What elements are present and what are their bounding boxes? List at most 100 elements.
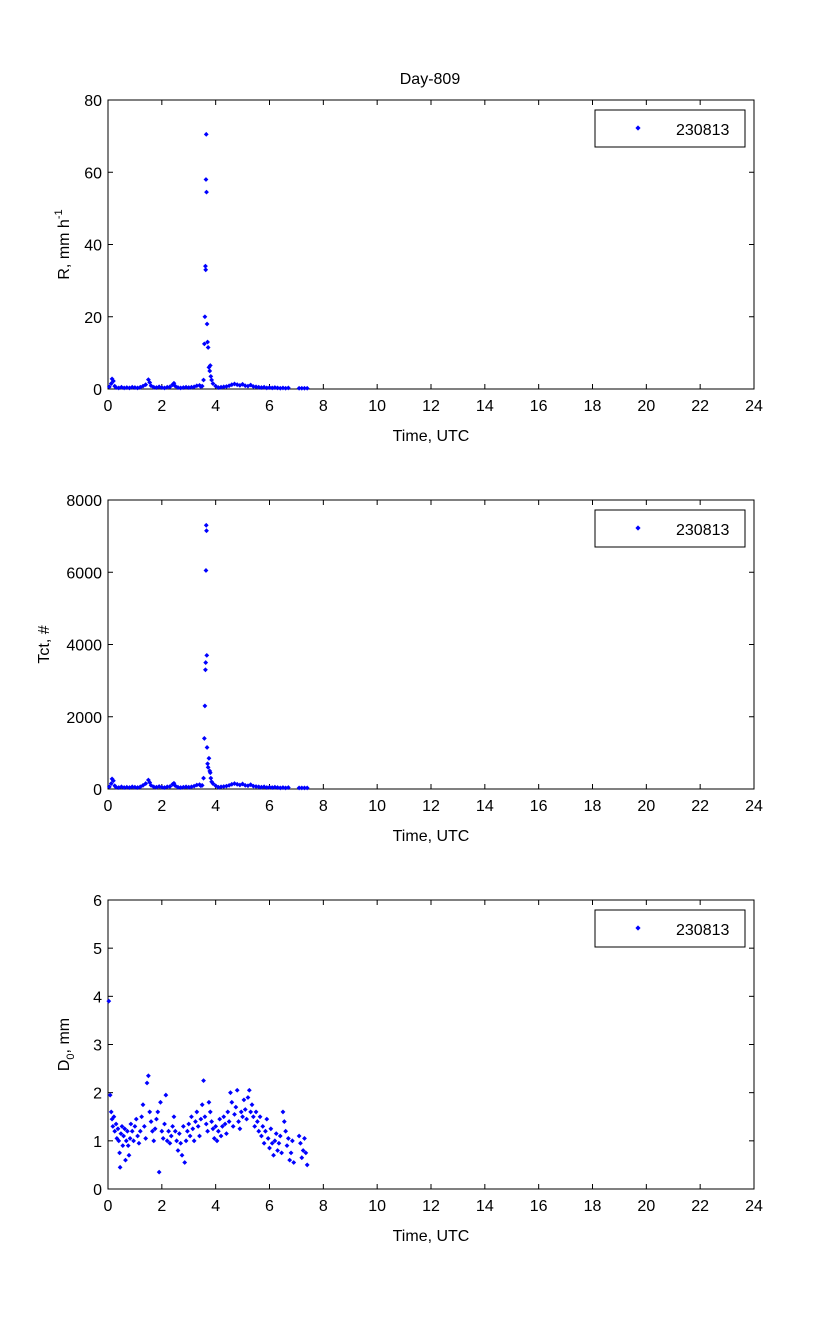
y-axis-label-unit: , mm xyxy=(56,1018,73,1054)
data-point xyxy=(269,1140,275,1146)
data-point xyxy=(210,781,216,786)
x-tick-label: 14 xyxy=(476,798,494,815)
data-point xyxy=(303,1150,309,1156)
data-point xyxy=(230,1123,236,1129)
data-point xyxy=(114,1136,120,1141)
data-point xyxy=(228,1090,233,1096)
y-tick-label: 60 xyxy=(84,165,102,182)
y-axis-label: D0, mm xyxy=(56,1018,77,1071)
data-point xyxy=(233,1104,239,1110)
data-point xyxy=(259,385,264,390)
data-point xyxy=(168,1133,174,1139)
legend-label: 230813 xyxy=(676,922,729,939)
data-point xyxy=(299,785,305,791)
data-point xyxy=(210,381,216,386)
data-point xyxy=(203,177,209,182)
y-tick-label: 6 xyxy=(93,893,102,910)
data-point xyxy=(273,1131,279,1137)
data-point xyxy=(164,1138,170,1144)
x-tick-label: 12 xyxy=(422,398,440,415)
y-tick-label: 6000 xyxy=(66,565,102,582)
data-point xyxy=(186,385,192,390)
x-tick-label: 0 xyxy=(104,398,113,415)
x-axis-label: Time, UTC xyxy=(393,428,470,445)
data-point xyxy=(204,321,210,327)
data-point xyxy=(147,380,153,385)
data-point xyxy=(160,1136,166,1141)
data-point xyxy=(275,1148,280,1153)
data-point xyxy=(205,345,211,350)
data-point xyxy=(300,1148,306,1153)
data-point xyxy=(217,1116,223,1122)
data-point xyxy=(190,1126,196,1132)
data-point xyxy=(143,781,149,786)
data-point xyxy=(197,782,202,788)
data-points xyxy=(106,998,310,1175)
y-tick-label: 4 xyxy=(93,989,102,1006)
data-point xyxy=(185,1128,190,1134)
data-point xyxy=(296,385,302,391)
data-point xyxy=(229,1099,235,1105)
data-point xyxy=(131,1138,136,1144)
data-point xyxy=(283,1128,289,1134)
legend-label: 230813 xyxy=(676,122,729,139)
data-point xyxy=(245,1095,251,1100)
data-point xyxy=(285,385,291,391)
data-point xyxy=(252,1123,258,1129)
data-point xyxy=(259,1133,264,1139)
data-point xyxy=(304,1162,310,1168)
data-point xyxy=(180,1123,186,1129)
data-point xyxy=(156,784,162,789)
data-point xyxy=(256,1128,262,1134)
data-point xyxy=(225,1109,231,1115)
data-point xyxy=(203,522,209,528)
legend-box xyxy=(594,109,746,148)
data-point xyxy=(186,1121,192,1127)
data-point xyxy=(194,1109,200,1115)
data-point xyxy=(261,1140,267,1146)
data-point xyxy=(141,1123,147,1129)
x-tick-label: 4 xyxy=(211,398,220,415)
data-point xyxy=(195,1123,201,1129)
data-point xyxy=(205,1128,210,1134)
data-point xyxy=(197,1133,202,1139)
legend-box xyxy=(594,909,746,948)
data-point xyxy=(285,1136,291,1141)
data-point xyxy=(221,1114,227,1120)
data-point xyxy=(189,1114,194,1120)
y-axis-label-text: R, mm h xyxy=(56,219,73,279)
y-tick-label: 0 xyxy=(93,782,102,799)
x-tick-label: 16 xyxy=(530,398,548,415)
data-point xyxy=(211,1136,217,1141)
data-point xyxy=(208,775,214,781)
data-point xyxy=(214,1138,220,1144)
data-point xyxy=(123,1157,128,1163)
data-point xyxy=(203,1121,209,1127)
data-point xyxy=(122,1126,128,1132)
x-tick-label: 8 xyxy=(319,798,328,815)
x-tick-label: 6 xyxy=(265,1198,274,1215)
x-axis-label: Time, UTC xyxy=(393,828,470,845)
data-point xyxy=(128,1121,134,1127)
data-point xyxy=(154,385,159,390)
data-point xyxy=(248,1109,254,1115)
data-point xyxy=(207,1109,213,1115)
data-point xyxy=(207,363,213,368)
data-point xyxy=(260,1123,266,1129)
data-point xyxy=(148,1119,154,1124)
data-point xyxy=(172,1128,178,1134)
data-point xyxy=(116,1138,122,1144)
x-tick-label: 12 xyxy=(422,1198,440,1215)
data-point xyxy=(281,1119,287,1124)
data-point xyxy=(158,1099,163,1105)
y-axis-label-superscript: -1 xyxy=(53,209,65,219)
y-tick-label: 20 xyxy=(84,310,102,327)
data-point xyxy=(236,1119,241,1124)
data-point xyxy=(203,568,209,573)
x-tick-label: 16 xyxy=(530,798,548,815)
x-tick-label: 20 xyxy=(637,398,655,415)
data-point xyxy=(124,385,130,390)
data-point xyxy=(163,1092,169,1098)
x-tick-label: 14 xyxy=(476,398,494,415)
data-point xyxy=(287,1157,293,1163)
